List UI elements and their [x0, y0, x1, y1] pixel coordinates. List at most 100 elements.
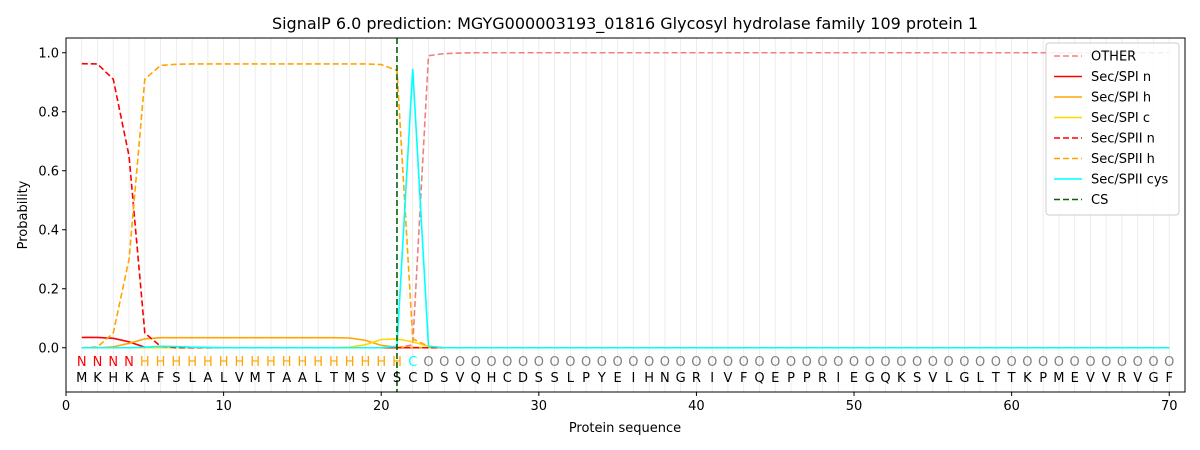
region-label: H [203, 355, 213, 370]
region-label: O [723, 355, 733, 370]
residue-label: P [787, 371, 795, 386]
region-label: H [171, 355, 181, 370]
region-label: O [502, 355, 512, 370]
residue-label: G [676, 371, 686, 386]
legend-label: Sec/SPI c [1091, 111, 1150, 126]
residue-label: S [172, 371, 180, 386]
residue-label: S [535, 371, 543, 386]
residue-label: V [456, 371, 465, 386]
residue-label: V [928, 371, 937, 386]
region-label: O [1054, 355, 1064, 370]
region-label: O [912, 355, 922, 370]
series-line [81, 336, 1170, 349]
residue-label: E [850, 371, 858, 386]
residue-label: V [1102, 371, 1111, 386]
residue-label: L [945, 371, 953, 386]
y-tick-label: 0.0 [38, 341, 59, 356]
region-label: O [1085, 355, 1095, 370]
region-label: O [975, 355, 985, 370]
legend: OTHER Sec/SPI n Sec/SPI h Sec/SPI c Sec/SPII… [1045, 42, 1180, 216]
residue-label: Q [754, 371, 764, 386]
region-label: O [486, 355, 496, 370]
legend-box [1045, 42, 1180, 216]
y-axis-label: Probability [16, 180, 31, 249]
region-label: O [581, 355, 591, 370]
residue-label: M [344, 371, 355, 386]
x-tick-label: 70 [1161, 399, 1178, 414]
region-label: H [234, 355, 244, 370]
region-label: O [786, 355, 796, 370]
residue-label: A [203, 371, 212, 386]
residue-label: P [803, 371, 811, 386]
region-label: O [439, 355, 449, 370]
region-label: N [93, 355, 103, 370]
residue-label: V [1086, 371, 1095, 386]
legend-label: Sec/SPII cys [1091, 173, 1169, 188]
residue-label: Q [880, 371, 890, 386]
region-label: N [124, 355, 134, 370]
region-label: N [108, 355, 118, 370]
grid-layer [81, 38, 1170, 392]
region-label: H [250, 355, 260, 370]
x-axis-label: Protein sequence [569, 421, 681, 436]
residue-label: C [503, 371, 512, 386]
residue-label: P [1039, 371, 1047, 386]
residue-label: F [157, 371, 164, 386]
region-label: O [739, 355, 749, 370]
region-label: O [471, 355, 481, 370]
region-label: H [266, 355, 276, 370]
region-label: O [1022, 355, 1032, 370]
residue-label: H [644, 371, 654, 386]
legend-label: Sec/SPI h [1091, 91, 1151, 106]
region-label: O [1038, 355, 1048, 370]
region-label: O [597, 355, 607, 370]
series-line [81, 62, 1170, 349]
residue-label: K [125, 371, 134, 386]
region-label: O [943, 355, 953, 370]
region-label: O [1070, 355, 1080, 370]
region-label: O [1133, 355, 1143, 370]
series-layer [81, 38, 1170, 392]
residue-label: A [140, 371, 149, 386]
residue-label: E [1071, 371, 1079, 386]
residue-label: S [393, 371, 401, 386]
legend-label: CS [1091, 193, 1108, 208]
x-tick-label: 40 [688, 399, 705, 414]
residue-label: G [1148, 371, 1158, 386]
region-label: N [77, 355, 87, 370]
region-label: O [928, 355, 938, 370]
region-label: O [802, 355, 812, 370]
residue-label: D [423, 371, 433, 386]
x-tick-label: 20 [373, 399, 390, 414]
region-label: O [959, 355, 969, 370]
residue-label: Q [471, 371, 481, 386]
residue-label: V [377, 371, 386, 386]
residue-label: V [723, 371, 732, 386]
residue-label: K [897, 371, 906, 386]
residue-label: K [93, 371, 102, 386]
residue-label: F [1165, 371, 1172, 386]
region-label: H [329, 355, 339, 370]
residue-label: M [250, 371, 261, 386]
residue-label: I [710, 371, 714, 386]
residue-label: T [329, 371, 338, 386]
y-tick-label: 0.8 [38, 105, 59, 120]
residue-label: L [315, 371, 323, 386]
region-label: O [518, 355, 528, 370]
region-label: O [770, 355, 780, 370]
residue-label: M [76, 371, 87, 386]
region-label: O [455, 355, 465, 370]
residue-label: Y [597, 371, 606, 386]
residue-label: G [959, 371, 969, 386]
region-label: H [219, 355, 229, 370]
series-line [81, 336, 1170, 349]
residue-label: S [550, 371, 558, 386]
region-label: O [817, 355, 827, 370]
region-label: O [628, 355, 638, 370]
region-label: O [676, 355, 686, 370]
region-label: H [392, 355, 402, 370]
residue-label: M [1053, 371, 1064, 386]
legend-label: OTHER [1091, 50, 1136, 65]
chart-title: SignalP 6.0 prediction: MGYG000003193_01… [272, 14, 978, 34]
